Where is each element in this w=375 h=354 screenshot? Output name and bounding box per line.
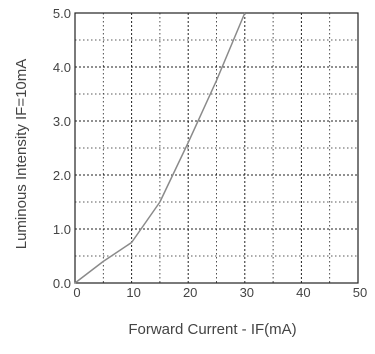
y-tick-label: 2.0 <box>53 168 71 183</box>
y-tick-label: 0.0 <box>53 276 71 291</box>
y-tick-label: 4.0 <box>53 60 71 75</box>
y-tick-label: 3.0 <box>53 114 71 129</box>
y-axis-title: Luminous Intensity IF=10mA <box>13 59 30 250</box>
plot-frame <box>74 12 359 284</box>
grid-minor <box>75 13 358 283</box>
y-tick-label: 5.0 <box>53 6 71 21</box>
y-tick-label: 1.0 <box>53 222 71 237</box>
x-tick-label: 30 <box>240 285 254 300</box>
x-tick-label: 10 <box>126 285 140 300</box>
x-tick-label: 40 <box>296 285 310 300</box>
x-tick-label: 0 <box>73 285 80 300</box>
grid-major <box>75 13 358 283</box>
x-tick-label: 20 <box>183 285 197 300</box>
y-tick-labels: 0.0 1.0 2.0 3.0 4.0 5.0 <box>53 6 71 291</box>
series-line-0 <box>74 12 246 284</box>
x-tick-labels: 0 10 20 30 40 50 <box>73 285 367 300</box>
x-tick-label: 50 <box>353 285 367 300</box>
x-axis-title: Forward Current - IF(mA) <box>128 321 296 338</box>
series-layer <box>74 12 246 284</box>
